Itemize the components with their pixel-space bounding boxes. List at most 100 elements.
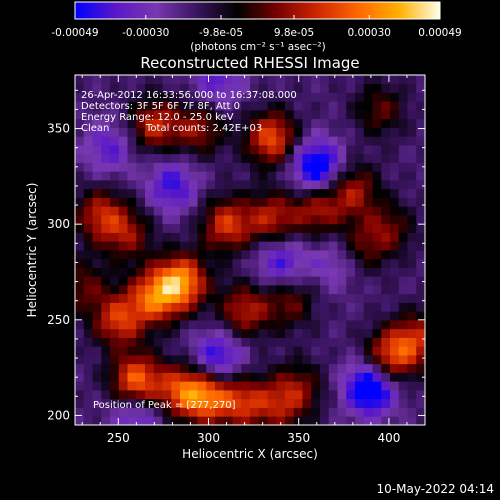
heatmap-cell: [416, 180, 426, 190]
heatmap-cell: [311, 223, 321, 233]
heatmap-cell: [153, 180, 163, 190]
heatmap-cell: [92, 232, 102, 242]
heatmap-cell: [276, 127, 286, 137]
heatmap-cell: [206, 206, 216, 216]
heatmap-cell: [171, 381, 181, 391]
heatmap-cell: [363, 390, 373, 400]
heatmap-cell: [346, 145, 356, 155]
heatmap-cell: [337, 363, 347, 373]
heatmap-cell: [92, 241, 102, 251]
heatmap-cell: [215, 328, 225, 338]
heatmap-cell: [197, 188, 207, 198]
heatmap-cell: [372, 162, 382, 172]
heatmap-cell: [127, 171, 137, 181]
heatmap-cell: [363, 101, 373, 111]
heatmap-cell: [355, 180, 365, 190]
heatmap-cell: [398, 180, 408, 190]
heatmap-cell: [75, 320, 85, 330]
heatmap-cell: [416, 258, 426, 268]
heatmap-cell: [215, 206, 225, 216]
heatmap-cell: [101, 293, 111, 303]
heatmap-cell: [355, 258, 365, 268]
heatmap-cell: [232, 241, 242, 251]
heatmap-cell: [118, 241, 128, 251]
heatmap-cell: [136, 92, 146, 102]
heatmap-cell: [92, 197, 102, 207]
heatmap-cell: [83, 241, 93, 251]
heatmap-cell: [372, 267, 382, 277]
heatmap-cell: [293, 258, 303, 268]
heatmap-cell: [250, 153, 260, 163]
heatmap-cell: [92, 110, 102, 120]
heatmap-cell: [285, 180, 295, 190]
heatmap-cell: [223, 110, 233, 120]
heatmap-cell: [381, 215, 391, 225]
heatmap-cell: [398, 162, 408, 172]
heatmap-cell: [250, 372, 260, 382]
heatmap-cell: [302, 398, 312, 408]
heatmap-cell: [293, 162, 303, 172]
colorbar-tick-label: 9.8e-05: [274, 27, 314, 39]
heatmap-cell: [311, 267, 321, 277]
heatmap-cell: [127, 390, 137, 400]
heatmap-cell: [127, 381, 137, 391]
heatmap-cell: [110, 101, 120, 111]
heatmap-cell: [372, 293, 382, 303]
heatmap-cell: [416, 145, 426, 155]
annotation-method: Clean: [81, 123, 109, 134]
heatmap-cell: [171, 311, 181, 321]
heatmap-cell: [276, 302, 286, 312]
heatmap-cell: [162, 206, 172, 216]
heatmap-cell: [258, 223, 268, 233]
heatmap-cell: [127, 311, 137, 321]
heatmap-cell: [398, 416, 408, 426]
heatmap-cell: [145, 206, 155, 216]
heatmap-cell: [337, 355, 347, 365]
heatmap-cell: [153, 320, 163, 330]
heatmap-cell: [75, 372, 85, 382]
heatmap-cell: [92, 258, 102, 268]
heatmap-cell: [232, 197, 242, 207]
heatmap-cell: [328, 346, 338, 356]
heatmap-cell: [101, 355, 111, 365]
heatmap-cell: [398, 223, 408, 233]
heatmap-cell: [337, 101, 347, 111]
heatmap-cell: [302, 346, 312, 356]
heatmap-cell: [206, 390, 216, 400]
heatmap-cell: [372, 145, 382, 155]
heatmap-cell: [162, 372, 172, 382]
heatmap-cell: [153, 92, 163, 102]
heatmap-cell: [232, 110, 242, 120]
heatmap-cell: [83, 302, 93, 312]
heatmap-cell: [407, 398, 417, 408]
heatmap-cell: [232, 145, 242, 155]
heatmap-cell: [110, 363, 120, 373]
heatmap-cell: [320, 162, 330, 172]
heatmap-cell: [346, 311, 356, 321]
heatmap-cell: [267, 355, 277, 365]
heatmap-cell: [258, 145, 268, 155]
heatmap-cell: [153, 302, 163, 312]
heatmap-cell: [206, 355, 216, 365]
heatmap-cell: [416, 101, 426, 111]
heatmap-cell: [136, 118, 146, 128]
heatmap-cell: [92, 285, 102, 295]
heatmap-cell: [302, 250, 312, 260]
heatmap-cell: [241, 407, 251, 417]
heatmap-cell: [398, 136, 408, 146]
heatmap-cell: [241, 92, 251, 102]
heatmap-cell: [110, 180, 120, 190]
heatmap-cell: [390, 276, 400, 286]
heatmap-cell: [101, 101, 111, 111]
heatmap-cell: [398, 328, 408, 338]
heatmap-cell: [320, 320, 330, 330]
heatmap-cell: [215, 153, 225, 163]
heatmap-cell: [215, 232, 225, 242]
heatmap-cell: [75, 197, 85, 207]
heatmap-cell: [416, 171, 426, 181]
heatmap-cell: [355, 363, 365, 373]
heatmap-cell: [267, 320, 277, 330]
heatmap-cell: [118, 267, 128, 277]
heatmap-cell: [118, 398, 128, 408]
heatmap-cell: [197, 162, 207, 172]
